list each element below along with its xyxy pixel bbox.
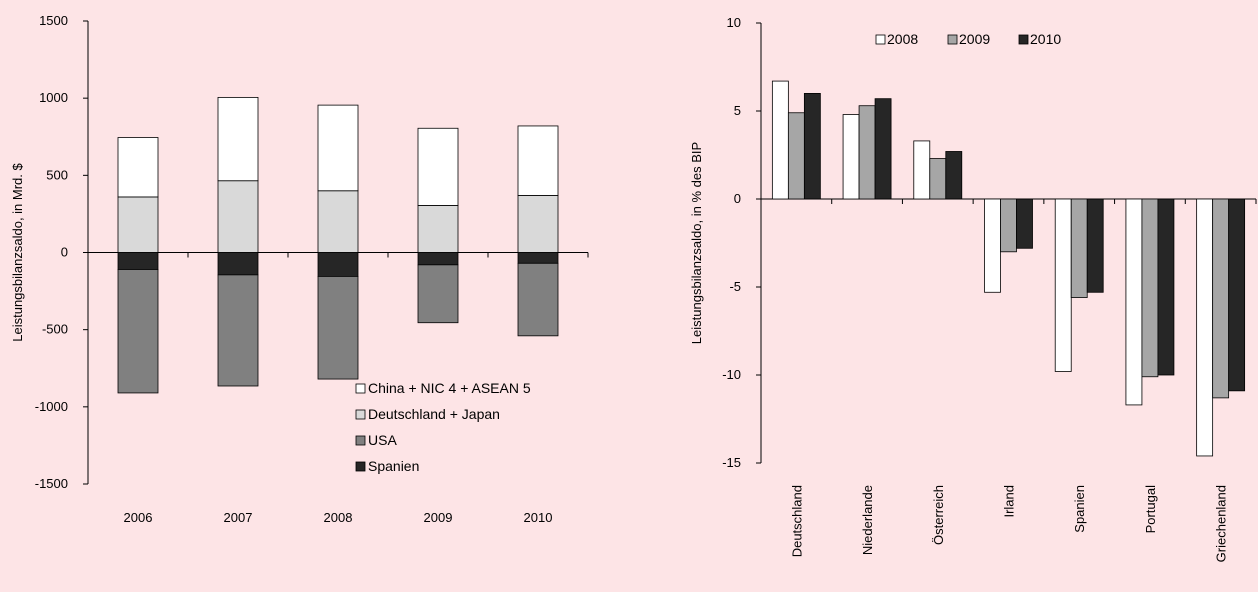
bar-usa bbox=[117, 269, 159, 394]
legend-swatch bbox=[355, 461, 366, 472]
bar-spanien bbox=[517, 252, 559, 264]
bar-2010 bbox=[1016, 198, 1033, 249]
bar-china bbox=[317, 104, 359, 192]
y-tick-label: -1000 bbox=[35, 399, 68, 414]
x-category-label: 2007 bbox=[224, 510, 253, 525]
x-category-label: 2008 bbox=[324, 510, 353, 525]
legend-label: Spanien bbox=[368, 458, 419, 474]
bar-2008 bbox=[771, 80, 789, 200]
y-axis-label: Leistungsbilanzsaldo, in % des BIP bbox=[689, 142, 704, 344]
y-tick-label: -5 bbox=[729, 279, 741, 294]
legend-swatch bbox=[355, 409, 366, 420]
bar-deutschland-japan bbox=[317, 190, 359, 253]
bar-2008 bbox=[1054, 198, 1072, 372]
y-tick-label: 500 bbox=[46, 167, 68, 182]
bar-2010 bbox=[1228, 198, 1246, 392]
legend-swatch bbox=[355, 383, 366, 394]
y-tick-label: 5 bbox=[734, 103, 741, 118]
y-tick-label: 10 bbox=[727, 15, 741, 30]
legend-label: USA bbox=[368, 432, 397, 448]
bar-china bbox=[217, 96, 259, 182]
x-category-label: Österreich bbox=[931, 485, 946, 545]
bar-usa bbox=[317, 276, 359, 380]
bar-2010 bbox=[945, 151, 963, 200]
grouped-bar-chart-right: 10 5 0 -5 -10 -15 Leistungsbilanzsaldo, in % d… bbox=[689, 15, 1257, 562]
legend-swatch bbox=[355, 435, 366, 446]
legend-label: Deutschland + Japan bbox=[368, 406, 500, 422]
bar-china bbox=[417, 127, 459, 206]
bar-spanien bbox=[117, 252, 159, 270]
bar-deutschland-japan bbox=[117, 196, 159, 253]
bar-spanien bbox=[317, 252, 359, 277]
y-axis-label: Leistungsbilanzsaldo, in Mrd. $ bbox=[10, 162, 25, 341]
bar-china bbox=[117, 137, 159, 198]
legend-swatch bbox=[947, 34, 958, 45]
bar-spanien bbox=[217, 252, 259, 276]
legend-label: 2008 bbox=[887, 31, 918, 47]
bar-2009 bbox=[1070, 198, 1088, 298]
legend-label: 2010 bbox=[1030, 31, 1061, 47]
x-category-label: Niederlande bbox=[860, 485, 875, 555]
bar-usa bbox=[217, 274, 259, 387]
y-tick-label: -1500 bbox=[35, 476, 68, 491]
bar-china bbox=[517, 125, 559, 196]
bar-2008 bbox=[984, 198, 1001, 293]
x-category-label: Deutschland bbox=[789, 485, 804, 557]
bar-deutschland-japan bbox=[517, 194, 559, 253]
x-category-label: Griechenland bbox=[1214, 485, 1229, 562]
bar-deutschland-japan bbox=[417, 205, 459, 253]
bar-2009 bbox=[929, 158, 947, 200]
bar-usa bbox=[417, 264, 459, 324]
x-category-label: 2010 bbox=[524, 510, 553, 525]
x-category-label: 2009 bbox=[424, 510, 453, 525]
legend-swatch bbox=[875, 34, 886, 45]
y-tick-label: 1500 bbox=[39, 13, 68, 28]
bar-spanien bbox=[417, 252, 459, 266]
bar-2008 bbox=[1196, 198, 1214, 457]
bar-2008 bbox=[842, 114, 860, 200]
x-category-label: Irland bbox=[1002, 485, 1017, 518]
y-tick-label: 0 bbox=[734, 191, 741, 206]
y-tick-label: -500 bbox=[42, 322, 68, 337]
x-category-label: 2006 bbox=[124, 510, 153, 525]
stacked-bar-chart-left: 1500 1000 500 0 -500 -1000 -1500 Leistungsbilan… bbox=[10, 13, 589, 525]
y-tick-label: -15 bbox=[722, 455, 741, 470]
bar-2008 bbox=[913, 140, 931, 200]
bar-2009 bbox=[1141, 198, 1159, 378]
x-category-label: Portugal bbox=[1143, 485, 1158, 534]
bar-2009 bbox=[1212, 198, 1230, 399]
bar-2010 bbox=[803, 93, 821, 200]
bar-2009 bbox=[1000, 198, 1017, 253]
y-tick-label: 0 bbox=[61, 245, 68, 260]
bar-2009 bbox=[787, 112, 805, 200]
bar-2009 bbox=[858, 105, 876, 200]
legend-swatch bbox=[1018, 34, 1029, 45]
bar-2010 bbox=[874, 98, 892, 200]
legend-label: China + NIC 4 + ASEAN 5 bbox=[368, 380, 531, 396]
y-tick-label: 1000 bbox=[39, 90, 68, 105]
y-tick-label: -10 bbox=[722, 367, 741, 382]
bar-usa bbox=[517, 262, 559, 337]
bar-2008 bbox=[1125, 198, 1143, 406]
x-category-label: Spanien bbox=[1072, 485, 1087, 533]
legend-label: 2009 bbox=[959, 31, 990, 47]
bar-2010 bbox=[1157, 198, 1175, 376]
bar-deutschland-japan bbox=[217, 180, 259, 253]
bar-2010 bbox=[1086, 198, 1104, 293]
